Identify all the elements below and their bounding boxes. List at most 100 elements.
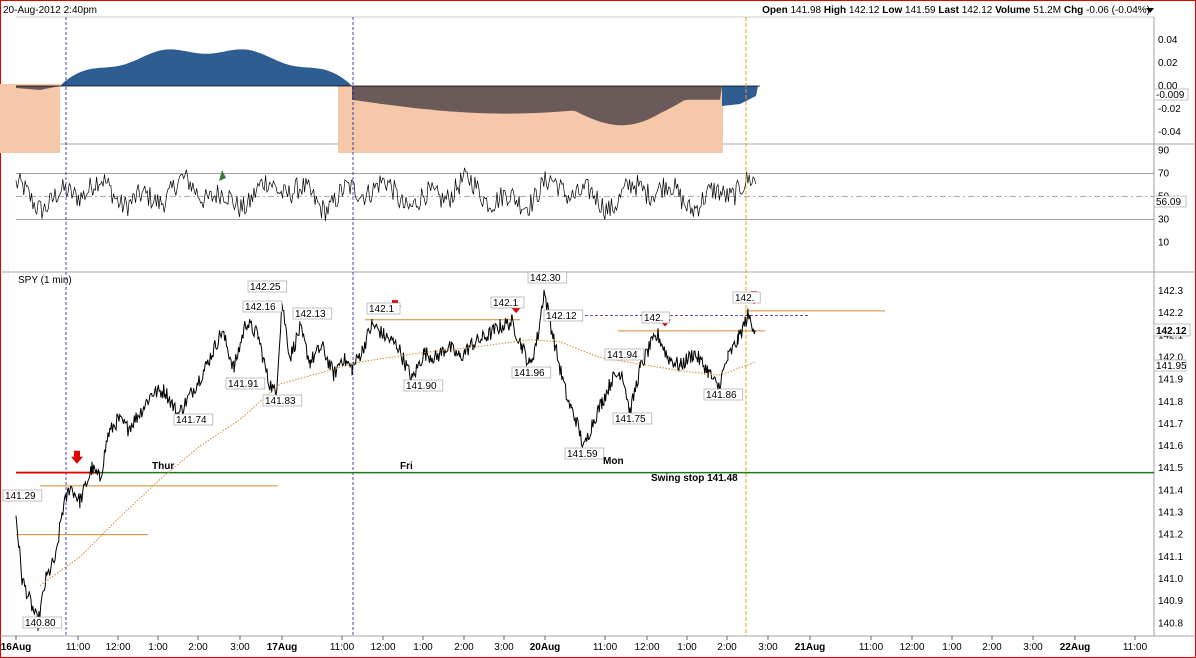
- histogram-band: [0, 84, 60, 153]
- price-label: 140.80: [25, 618, 56, 629]
- momentum-panel[interactable]: 0.04 0.02 0.00 -0.02 -0.04 -0.009: [0, 35, 1189, 153]
- x-tick-label: 12:00: [105, 642, 130, 653]
- y-tick-label: 0.04: [1158, 35, 1178, 46]
- value-box: [1153, 195, 1187, 208]
- last-value-label: 56.09: [1156, 197, 1181, 208]
- x-tick-label: 11:00: [66, 642, 91, 653]
- x-tick-label: 22Aug: [1060, 642, 1091, 653]
- y-tick-label: 10: [1158, 238, 1170, 249]
- price-label: 141.83: [265, 396, 296, 407]
- price-label: 141.59: [567, 449, 598, 460]
- price-label: 142.: [644, 313, 663, 324]
- quote-value: 51.2M: [1033, 5, 1061, 16]
- price-label: 142.16: [245, 302, 276, 313]
- price-label-box: [490, 296, 525, 309]
- y-tick-label: 140.8: [1158, 618, 1183, 629]
- y-tick-label: 141.5: [1158, 463, 1183, 474]
- y-tick-label: 0.02: [1158, 58, 1178, 69]
- y-tick-label: 30: [1158, 215, 1170, 226]
- price-label: 142.25: [250, 282, 281, 293]
- y-tick-label: 142.0: [1158, 352, 1183, 363]
- x-tick-label: 21Aug: [795, 642, 826, 653]
- x-tick-label: 12:00: [370, 642, 395, 653]
- price-label-box: [612, 412, 653, 425]
- price-label-box: [564, 447, 605, 460]
- quote-label: Low: [879, 5, 905, 16]
- price-label-box: [262, 394, 303, 407]
- quote-label: High: [821, 5, 849, 16]
- y-tick-label: 140.9: [1158, 596, 1183, 607]
- price-label-box: [242, 300, 283, 313]
- price-label-box: [543, 309, 584, 322]
- x-tick-label: 3:00: [758, 642, 778, 653]
- y-tick-label: 141.4: [1158, 485, 1183, 496]
- value-box: [1153, 323, 1191, 337]
- overbought-fill: [219, 170, 226, 181]
- y-tick-label: 141.9: [1158, 375, 1183, 386]
- x-tick-label: 11:00: [859, 642, 884, 653]
- y-tick-label: 0.00: [1158, 81, 1178, 92]
- x-tick-label: 11:00: [1123, 642, 1148, 653]
- x-tick-label: 1:00: [677, 642, 697, 653]
- chart-title: SPY (1 min): [18, 275, 72, 286]
- price-label: 142.30: [530, 273, 561, 284]
- y-tick-label: 141.7: [1158, 419, 1183, 430]
- x-tick-label: 12:00: [634, 642, 659, 653]
- price-label-box: [527, 271, 568, 284]
- chevron-down-icon[interactable]: [1146, 8, 1154, 13]
- y-tick-label: 141.2: [1158, 530, 1183, 541]
- x-tick-label: 20Aug: [530, 642, 561, 653]
- quote-value: 142.12: [849, 5, 880, 16]
- oscillator-line: [15, 167, 757, 222]
- price-label-box: [247, 280, 288, 293]
- price-label: 141.86: [706, 390, 737, 401]
- quote-value: -0.06 (-0.04%): [1086, 5, 1150, 16]
- price-label-box: [22, 616, 63, 629]
- x-tick-label: 2:00: [982, 642, 1002, 653]
- y-tick-label: 141.6: [1158, 441, 1183, 452]
- price-label-box: [173, 413, 214, 426]
- histogram-positive: [60, 49, 352, 86]
- x-tick-label: 2:00: [454, 642, 474, 653]
- x-tick-label: 1:00: [413, 642, 433, 653]
- price-label: 142.: [735, 293, 754, 304]
- quote-label: Volume: [992, 5, 1033, 16]
- y-tick-label: 141.8: [1158, 397, 1183, 408]
- x-tick-label: 3:00: [1023, 642, 1043, 653]
- x-tick-label: 1:00: [148, 642, 168, 653]
- x-tick-label: 11:00: [330, 642, 355, 653]
- price-label: 141.29: [5, 491, 36, 502]
- x-tick-label: 3:00: [494, 642, 514, 653]
- price-label-box: [604, 348, 645, 361]
- x-tick-label: 2:00: [717, 642, 737, 653]
- histogram-negative: [352, 86, 722, 126]
- quote-label: Last: [936, 5, 962, 16]
- price-label-box: [403, 379, 444, 392]
- price-label: 142.12: [546, 311, 577, 322]
- x-tick-label: 2:00: [188, 642, 208, 653]
- x-tick-label: 12:00: [899, 642, 924, 653]
- y-tick-label: 141.1: [1158, 552, 1183, 563]
- y-tick-label: 141.3: [1158, 508, 1183, 519]
- histogram-negative: [16, 86, 60, 90]
- price-label-box: [641, 311, 670, 324]
- day-label: Thur: [152, 461, 174, 472]
- price-label-box: [703, 388, 744, 401]
- swing-stop-label: Swing stop 141.48: [651, 473, 738, 484]
- y-tick-label: -0.02: [1158, 104, 1181, 115]
- price-label-box: [366, 302, 401, 315]
- value-box: [1153, 359, 1187, 372]
- moving-average-line: [39, 339, 757, 587]
- y-tick-label: 142.3: [1158, 286, 1183, 297]
- oscillator-panel[interactable]: 907050301056.09: [15, 146, 1187, 249]
- price-line: [15, 289, 756, 631]
- price-label-box: [511, 366, 552, 379]
- price-label: 142.13: [295, 309, 326, 320]
- last-value-label: -0.009: [1156, 90, 1185, 101]
- price-label-box: [292, 307, 333, 320]
- price-label-box: [225, 377, 266, 390]
- ma-value-label: 141.95: [1156, 361, 1187, 372]
- price-panel[interactable]: SPY (1 min) 142.3 142.2 142.1 142.0 141.9 141.…: [2, 17, 1191, 636]
- y-tick-label: 90: [1158, 146, 1170, 157]
